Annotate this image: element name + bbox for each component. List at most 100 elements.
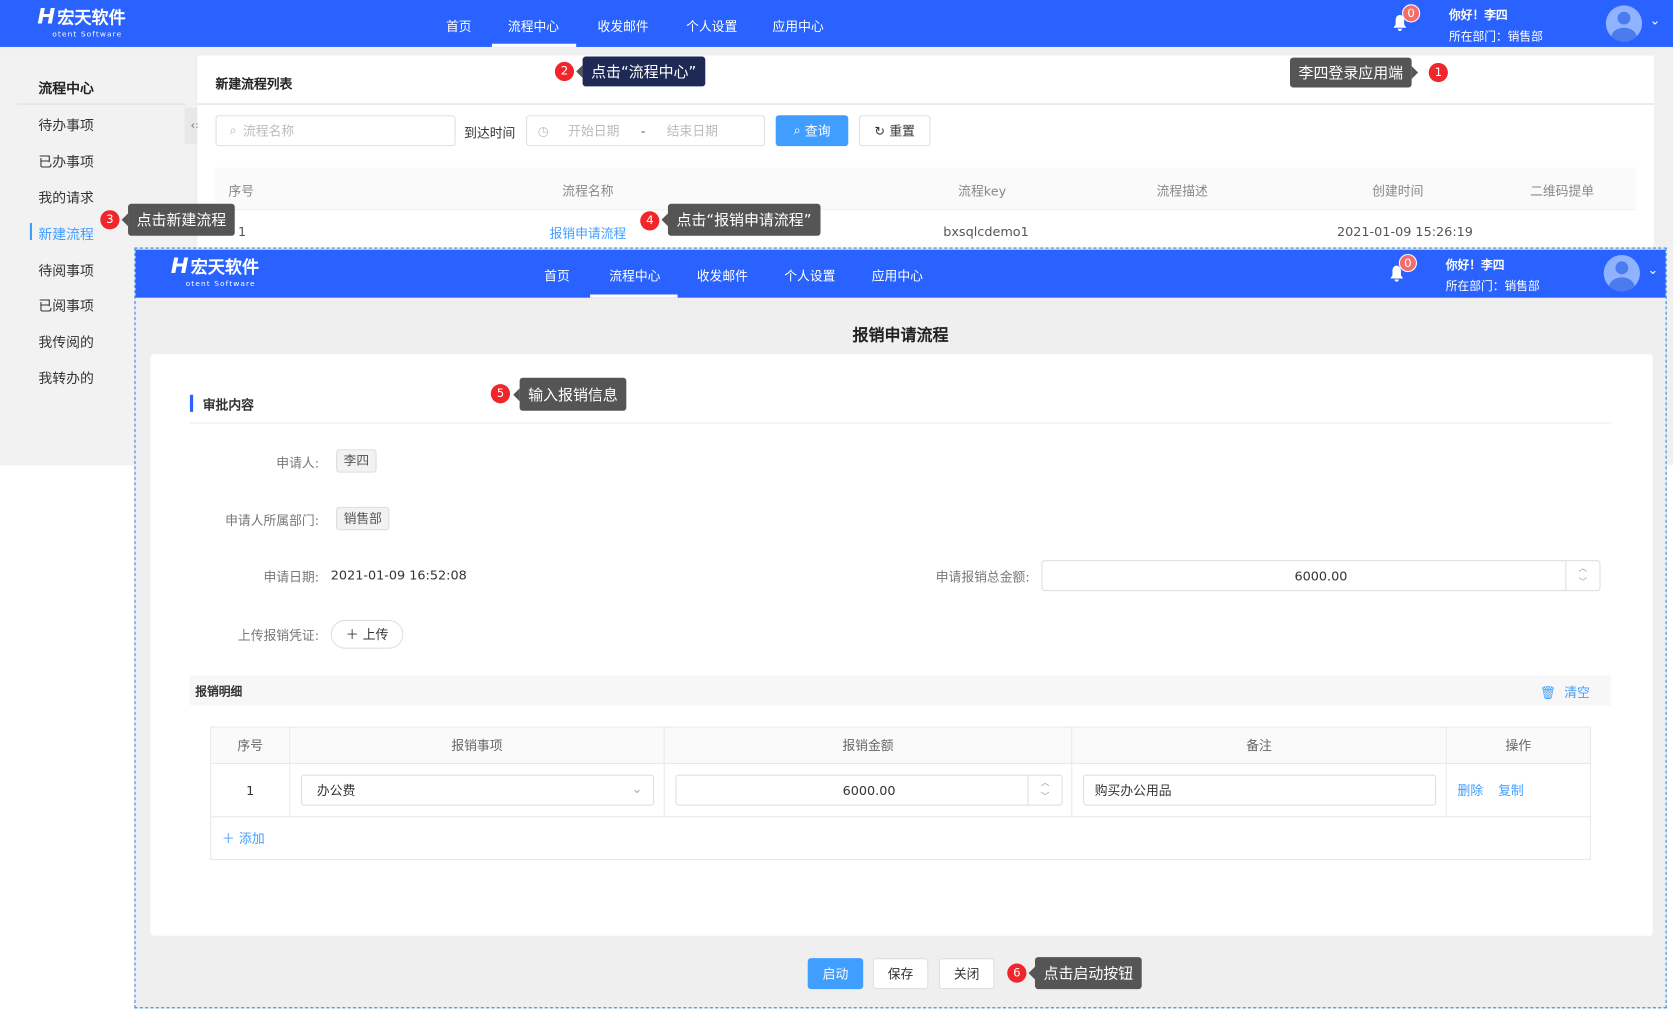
reset-button[interactable]: ↻ 重置 [858, 115, 931, 147]
table-header [215, 167, 1636, 211]
close-button[interactable]: 关闭 [938, 958, 995, 990]
annotation-5-tooltip: 输入报销信息 [513, 377, 627, 411]
detail-section-header: 报销明细 🗑 清空 [189, 675, 1612, 706]
nav-process-center[interactable]: 流程中心 [609, 268, 661, 284]
top-nav: H 宏天软件 otent Software 首页 流程中心 收发邮件 个人设置 应用… [0, 0, 1673, 47]
greeting: 你好！李四 [1445, 258, 1505, 273]
chevron-down-icon[interactable]: ⌄ [1649, 12, 1661, 28]
nav-process-center[interactable]: 流程中心 [507, 19, 560, 35]
trash-icon: 🗑 [1539, 685, 1557, 700]
save-button[interactable]: 保存 [872, 958, 929, 990]
form-card: 审批内容 申请人: 李四 申请人所属部门: 销售部 申请日期: 2021-01-… [150, 354, 1653, 936]
col-qrcode: 二维码提单 [1530, 183, 1595, 199]
notification-badge: 0 [1402, 4, 1421, 23]
refresh-icon: ↻ [874, 123, 886, 139]
col-created: 创建时间 [1372, 183, 1424, 199]
nav-settings[interactable]: 个人设置 [686, 19, 738, 35]
total-amount-input[interactable]: 6000.00 ︿ ﹀ [1041, 560, 1601, 592]
annotation-2-badge: 2 [554, 61, 575, 82]
search-icon: ⌕ [793, 122, 801, 138]
avatar[interactable] [1605, 5, 1643, 42]
form-top-nav: H 宏天软件 otent Software 首页 流程中心 收发邮件 个人设置 应用… [135, 249, 1666, 298]
upload-button[interactable]: ＋上传 [330, 619, 404, 649]
nav-home[interactable]: 首页 [445, 19, 472, 35]
process-name-search[interactable]: ⌕ 流程名称 [215, 115, 456, 147]
annotation-6-badge: 6 [1007, 963, 1027, 983]
nav-active-indicator [590, 294, 678, 298]
start-button[interactable]: 启动 [807, 958, 864, 990]
amount-cell: 6000.00 ︿ ﹀ [664, 763, 1073, 818]
logo: H 宏天软件 otent Software [37, 3, 126, 39]
divider [197, 103, 1654, 105]
chevron-down-icon: ⌄ [631, 781, 643, 796]
col-index: 序号 [228, 183, 254, 199]
note-cell: 购买办公用品 [1072, 763, 1447, 818]
annotation-2-tooltip: 点击“流程中心” [576, 56, 705, 87]
sidebar-item-circulated[interactable]: 我传阅的 [38, 335, 94, 352]
arrival-time-label: 到达时间 [464, 125, 516, 141]
upload-label: 上传报销凭证: [237, 628, 320, 644]
bell-icon[interactable] [1389, 265, 1404, 282]
annotation-4-tooltip: 点击“报销申请流程” [661, 203, 821, 236]
sidebar-item-to-read[interactable]: 待阅事项 [38, 263, 94, 280]
sidebar-item-new-process[interactable]: 新建流程 [38, 227, 94, 244]
applicant-label: 申请人: [276, 455, 320, 471]
chevron-down-icon[interactable]: ⌄ [1647, 262, 1659, 278]
notification-badge: 0 [1398, 253, 1417, 273]
department: 所在部门：销售部 [1445, 279, 1540, 294]
row-index: 1 [211, 763, 291, 818]
date-range-picker[interactable]: ◷ 开始日期 - 结束日期 [526, 115, 766, 147]
amount-stepper[interactable]: ︿ ﹀ [1565, 561, 1599, 591]
process-link[interactable]: 报销申请流程 [549, 226, 627, 242]
search-icon: ⌕ [229, 122, 237, 138]
form-title: 报销申请流程 [852, 325, 949, 345]
add-row[interactable]: ＋添加 [211, 817, 1591, 861]
detail-table: 序号 报销事项 报销金额 备注 操作 1 办公费 ⌄ 6000.00 ︿ ﹀ 购买办… [210, 726, 1591, 861]
amount-input[interactable]: 6000.00 ︿ ﹀ [675, 774, 1063, 806]
clear-button[interactable]: 🗑 清空 [1539, 685, 1590, 700]
item-select[interactable]: 办公费 ⌄ [300, 774, 655, 806]
sidebar-title: 流程中心 [38, 81, 94, 98]
sidebar-item-transferred[interactable]: 我转办的 [38, 371, 94, 388]
row-key: bxsqlcdemo1 [943, 224, 1029, 240]
nav-app-center[interactable]: 应用中心 [871, 268, 923, 284]
sidebar-item-done[interactable]: 已办事项 [38, 154, 94, 171]
clock-icon: ◷ [537, 123, 549, 139]
nav-settings[interactable]: 个人设置 [784, 268, 836, 284]
annotation-1-badge: 1 [1428, 62, 1448, 83]
item-cell: 办公费 ⌄ [290, 763, 665, 818]
amount-stepper[interactable]: ︿ ﹀ [1027, 775, 1062, 805]
detail-title: 报销明细 [195, 685, 243, 699]
col-key: 流程key [958, 183, 1007, 199]
sidebar-item-my-requests[interactable]: 我的请求 [38, 190, 94, 207]
nav-mail[interactable]: 收发邮件 [597, 19, 649, 35]
col-index: 序号 [211, 727, 291, 764]
plus-icon: ＋ [221, 831, 235, 847]
nav-app-center[interactable]: 应用中心 [772, 19, 824, 35]
copy-link[interactable]: 复制 [1498, 783, 1524, 799]
row-index: 1 [237, 224, 247, 240]
col-item: 报销事项 [290, 727, 665, 764]
department: 所在部门：销售部 [1448, 29, 1543, 44]
sidebar-item-todo[interactable]: 待办事项 [38, 118, 94, 135]
nav-active-indicator [491, 43, 577, 47]
apply-date: 2021-01-09 16:52:08 [330, 567, 467, 583]
active-indicator [29, 223, 33, 241]
greeting: 你好！李四 [1448, 8, 1508, 23]
nav-mail[interactable]: 收发邮件 [696, 268, 748, 284]
plus-icon: ＋ [345, 627, 359, 643]
dept-tag: 销售部 [336, 506, 390, 531]
avatar[interactable] [1603, 255, 1640, 292]
actions-cell: 删除 复制 [1446, 763, 1591, 818]
query-button[interactable]: ⌕ 查询 [775, 115, 849, 147]
divider [17, 103, 186, 105]
annotation-3-tooltip: 点击新建流程 [121, 203, 235, 236]
section-title: 审批内容 [202, 397, 254, 413]
sidebar-item-read[interactable]: 已阅事项 [38, 298, 94, 315]
delete-link[interactable]: 删除 [1457, 783, 1484, 799]
note-input[interactable]: 购买办公用品 [1083, 774, 1437, 806]
nav-home[interactable]: 首页 [544, 268, 570, 284]
annotation-3-badge: 3 [100, 210, 120, 230]
date-label: 申请日期: [263, 569, 320, 585]
